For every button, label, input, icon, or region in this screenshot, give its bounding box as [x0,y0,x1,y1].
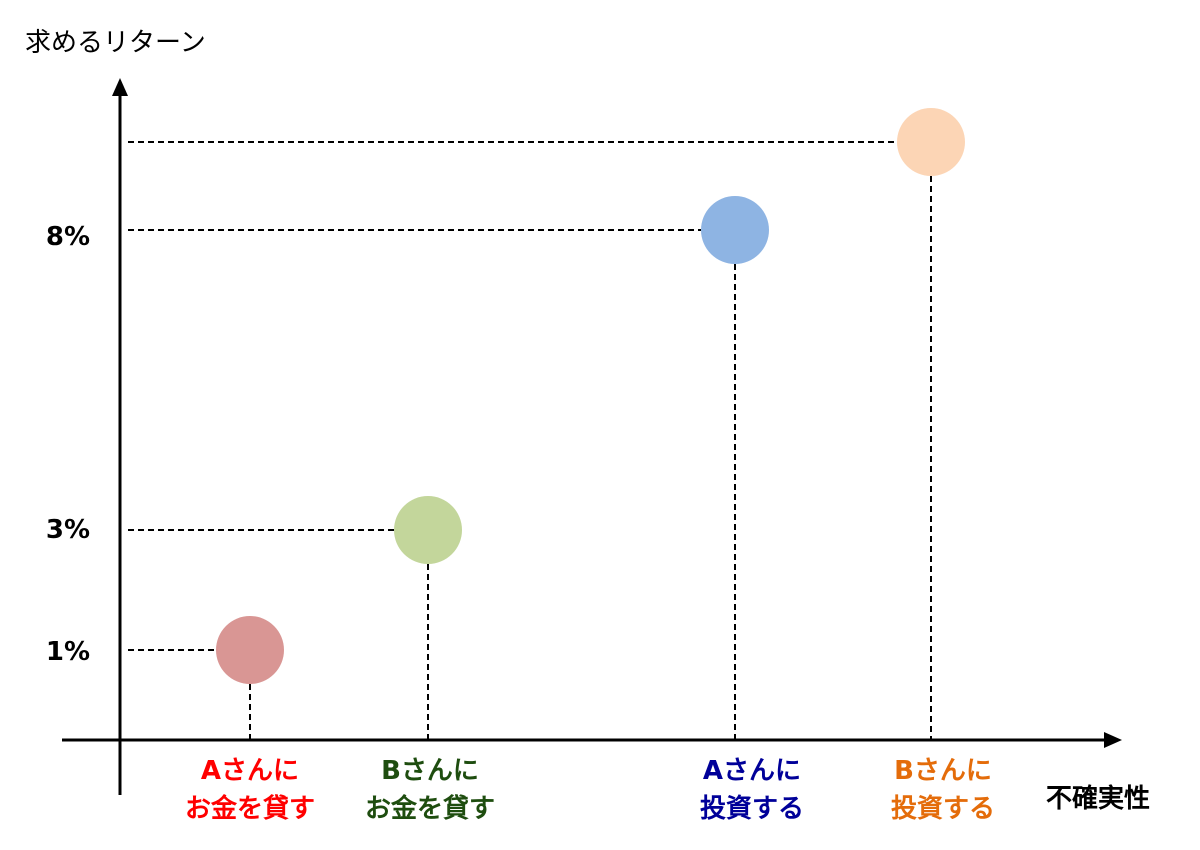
y-axis-title: 求めるリターン [25,28,206,58]
point-label-b-invest: Bさんに投資する [891,752,995,828]
label-line2: 投資する [699,794,805,824]
point-label-b-loan: Bさんにお金を貸す [365,752,495,828]
data-point [216,616,284,684]
data-point [394,496,462,564]
x-axis-title: 不確実性 [1046,784,1151,814]
y-tick-8: 8% [45,222,91,252]
y-tick-3: 3% [45,515,91,545]
label-line2: お金を貸す [364,794,496,824]
point-label-a-loan: Aさんにお金を貸す [185,752,315,828]
label-line2: 投資する [890,794,996,824]
label-line2: お金を貸す [184,794,316,824]
x-axis-arrow [1104,732,1122,748]
label-line1: Bさんに [894,756,992,786]
data-point [897,108,965,176]
y-axis-arrow [112,78,128,96]
label-line1: Bさんに [381,756,479,786]
point-label-a-invest: Aさんに投資する [700,752,804,828]
label-line1: Aさんに [200,756,300,786]
y-tick-1: 1% [45,637,91,667]
label-line1: Aさんに [702,756,802,786]
data-point [701,196,769,264]
